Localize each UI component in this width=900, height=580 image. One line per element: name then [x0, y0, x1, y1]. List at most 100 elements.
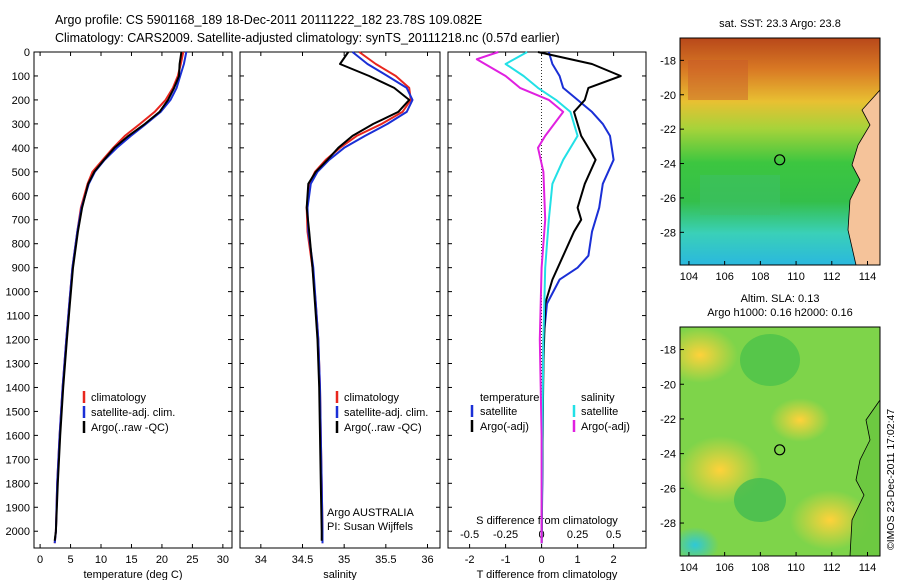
lon-tick-label: 106	[715, 562, 733, 574]
x-axis-label: temperature (deg C)	[83, 569, 182, 580]
plot-frame	[33, 51, 233, 549]
temperature-legend: climatology satellite-adj. clim. Argo(..…	[82, 391, 175, 434]
s-diff-tick-label: -0.25	[493, 529, 518, 541]
depth-tick-label: 0	[24, 47, 30, 59]
lon-tick-label: 106	[715, 271, 733, 283]
depth-tick-label: 1300	[6, 358, 30, 370]
lat-tick-label: -24	[660, 449, 676, 461]
x-tick-label: 34	[255, 554, 267, 566]
legend-label-satellite: satellite-adj. clim.	[91, 407, 175, 419]
x-tick-label: 36	[421, 554, 433, 566]
sst-map: sat. SST: 23.3 Argo: 23.8 104 106 108 110 11…	[660, 18, 881, 283]
depth-tick-label: 800	[12, 239, 30, 251]
depth-tick-label: 1000	[6, 287, 30, 299]
series-line-climatology	[53, 51, 185, 544]
series-line-argo-raw-qc	[53, 51, 183, 541]
series-line-satellite-adj-clim	[53, 51, 188, 544]
depth-tick-label: 300	[12, 119, 30, 131]
lon-tick-label: 104	[680, 271, 698, 283]
lon-tick-label: 108	[751, 271, 769, 283]
x-tick-label: 20	[156, 554, 168, 566]
lon-tick-label: 104	[680, 562, 698, 574]
sla-map-frame	[679, 326, 881, 557]
plot-frame	[239, 51, 441, 549]
x-tick-label: 35.5	[375, 554, 396, 566]
depth-tick-label: 600	[12, 191, 30, 203]
lon-tick-label: 108	[751, 562, 769, 574]
argo-location-marker	[774, 444, 786, 456]
x-tick-label: 15	[125, 554, 137, 566]
x-axis-label: salinity	[323, 569, 357, 580]
legend-label-argo: Argo(..raw -QC)	[91, 422, 169, 434]
depth-tick-label: 100	[12, 71, 30, 83]
sst-field	[680, 38, 880, 265]
argo-pi-label: PI: Susan Wijffels	[327, 521, 413, 533]
imos-credit: ©IMOS 23-Dec-2011 17:02:47	[885, 409, 897, 550]
sla-high-patch	[790, 490, 870, 550]
s-diff-axis-label: S difference from climatology	[476, 515, 618, 527]
x-tick-label: 5	[67, 554, 73, 566]
lon-tick-label: 114	[859, 562, 877, 574]
lon-tick-label: 110	[787, 562, 805, 574]
lat-tick-label: -26	[660, 193, 676, 205]
depth-tick-label: 1100	[6, 311, 30, 323]
argo-location-marker	[774, 154, 786, 166]
salinity-chart: 34 34.5 35 35.5 36 salinity	[239, 51, 441, 580]
sst-warm-patch	[688, 60, 748, 100]
depth-tick-label: 2000	[6, 526, 30, 538]
x-tick-label: 2	[611, 554, 617, 566]
depth-tick-label: 900	[12, 263, 30, 275]
sla-map-subtitle: Argo h1000: 0.16 h2000: 0.16	[707, 307, 853, 319]
sla-lowest-patch	[680, 527, 719, 556]
lat-tick-label: -26	[660, 483, 676, 495]
lat-tick-label: -20	[660, 90, 676, 102]
s-diff-tick-label: 0.5	[606, 529, 621, 541]
series-line-s-satellite	[504, 51, 579, 544]
x-tick-label: 34.5	[292, 554, 313, 566]
x-tick-label: 35	[338, 554, 350, 566]
lat-tick-label: -18	[660, 345, 676, 357]
lon-tick-label: 112	[823, 271, 841, 283]
series-line-satellite-adj-clim	[306, 51, 414, 544]
lon-tick-label: 114	[859, 271, 877, 283]
legend-label-climatology: climatology	[344, 392, 400, 404]
coastline	[849, 399, 880, 556]
australia-land	[850, 400, 880, 556]
lon-tick-label: 110	[787, 271, 805, 283]
sla-high-patch	[680, 327, 738, 383]
depth-tick-label: 1900	[6, 502, 30, 514]
australia-land	[848, 90, 880, 265]
legend-title-salinity: salinity	[581, 392, 615, 404]
sst-cool-patch	[700, 175, 780, 215]
depth-tick-label: 700	[12, 215, 30, 227]
lat-tick-label: -28	[660, 518, 676, 530]
depth-tick-label: 1400	[6, 382, 30, 394]
lon-tick-label: 112	[823, 562, 841, 574]
legend-label-climatology: climatology	[91, 392, 147, 404]
series-line-s-argo-adj	[475, 51, 565, 544]
sla-low-patch	[740, 334, 800, 386]
depth-tick-label: 1800	[6, 478, 30, 490]
depth-tick-label: 400	[12, 143, 30, 155]
legend-label-t-argo: Argo(-adj)	[480, 421, 529, 433]
x-tick-label: 1	[575, 554, 581, 566]
legend-label-argo: Argo(..raw -QC)	[344, 422, 422, 434]
sst-map-frame	[679, 37, 881, 266]
depth-tick-label: 200	[12, 95, 30, 107]
x-tick-label: 10	[95, 554, 107, 566]
lat-tick-label: -24	[660, 159, 676, 171]
lat-tick-label: -28	[660, 227, 676, 239]
coastline	[847, 89, 880, 265]
lat-tick-label: -20	[660, 379, 676, 391]
difference-chart: -2 -1 0 1 2 T difference from climatology -0.5…	[447, 51, 647, 580]
legend-title-temperature: temperature	[480, 392, 539, 404]
x-axis-label: T difference from climatology	[477, 569, 618, 580]
sst-map-title: sat. SST: 23.3 Argo: 23.8	[719, 18, 841, 30]
sla-map-title: Altim. SLA: 0.13	[741, 293, 820, 305]
depth-tick-label: 1200	[6, 335, 30, 347]
x-tick-label: -2	[465, 554, 475, 566]
x-tick-label: 0	[539, 554, 545, 566]
legend-label-s-satellite: satellite	[581, 406, 618, 418]
lat-tick-label: -22	[660, 414, 676, 426]
